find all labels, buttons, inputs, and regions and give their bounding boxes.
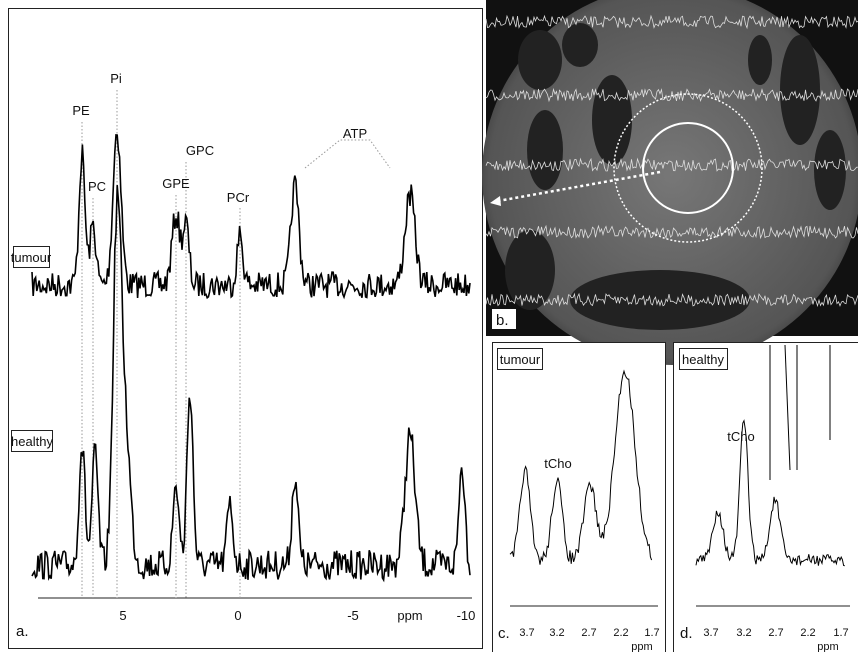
healthy-spectrum xyxy=(31,185,471,583)
peak-label: ATP xyxy=(343,126,367,141)
panel-a-frame xyxy=(8,8,483,649)
voxel xyxy=(642,122,734,214)
panel-label: b. xyxy=(496,312,509,329)
peak-label: GPC xyxy=(186,143,214,158)
tick-label: 3.7 xyxy=(519,627,534,639)
mri-spectrum-row xyxy=(485,157,858,172)
spectrum-label: tumour xyxy=(11,250,52,265)
tick-label: 1.7 xyxy=(644,627,659,639)
label-box xyxy=(497,348,543,370)
off-scale-peak xyxy=(784,344,791,471)
peak-label: PE xyxy=(72,103,90,118)
label-box xyxy=(679,348,728,370)
tick-label: 2.2 xyxy=(613,627,628,639)
panel-label: d. xyxy=(680,625,693,642)
tick-label: 3.7 xyxy=(703,627,718,639)
unit-label: ppm xyxy=(397,608,422,623)
label-box xyxy=(13,246,50,268)
tick-label: 5 xyxy=(119,608,126,623)
label-box xyxy=(11,430,53,452)
peak-label: tCho xyxy=(727,429,754,444)
voxel-outer xyxy=(613,93,763,243)
label-box xyxy=(492,309,516,329)
peak-label: Pi xyxy=(110,71,122,86)
spectrum-label: healthy xyxy=(11,434,53,449)
mri-spectrum-row xyxy=(485,87,858,103)
mri-spectrum-row xyxy=(485,14,858,30)
ticks-cd: 3.7 3.2 2.7 2.2 1.7 3.7 3.2 2.7 2.2 1.7 xyxy=(519,627,848,639)
arrow-head xyxy=(490,196,501,206)
tick-label: 2.7 xyxy=(768,627,783,639)
peak-label: PCr xyxy=(227,190,250,205)
tumour-spectrum xyxy=(31,133,471,300)
tick-label: 1.7 xyxy=(833,627,848,639)
mri-spectra xyxy=(485,14,858,308)
peak-guides xyxy=(81,90,391,598)
tick-label: 3.2 xyxy=(736,627,751,639)
spectrum-label: healthy xyxy=(682,352,724,367)
unit-label: ppm xyxy=(631,641,652,652)
panel-label: c. xyxy=(498,625,510,642)
mri-structures xyxy=(505,23,846,330)
spectra-cd xyxy=(509,344,845,567)
tick-label: 3.2 xyxy=(549,627,564,639)
mri-spectrum-row xyxy=(485,224,858,240)
peak-label: tCho xyxy=(544,456,571,471)
tick-label: -10 xyxy=(457,608,476,623)
peak-label: PC xyxy=(88,179,106,194)
tick-label: 2.7 xyxy=(581,627,596,639)
panel-label: a. xyxy=(16,623,29,640)
mri-spectrum-row xyxy=(485,292,858,308)
panel-d-frame xyxy=(673,342,858,652)
healthy-proton-spectrum xyxy=(695,419,845,567)
tick-label: 0 xyxy=(234,608,241,623)
spectrum-label: tumour xyxy=(500,352,541,367)
peak-label: GPE xyxy=(162,176,190,191)
tick-label: 2.2 xyxy=(800,627,815,639)
tick-label: -5 xyxy=(347,608,359,623)
tumour-proton-spectrum xyxy=(509,369,653,565)
unit-label: ppm xyxy=(817,641,838,652)
spectra-a xyxy=(31,133,471,583)
